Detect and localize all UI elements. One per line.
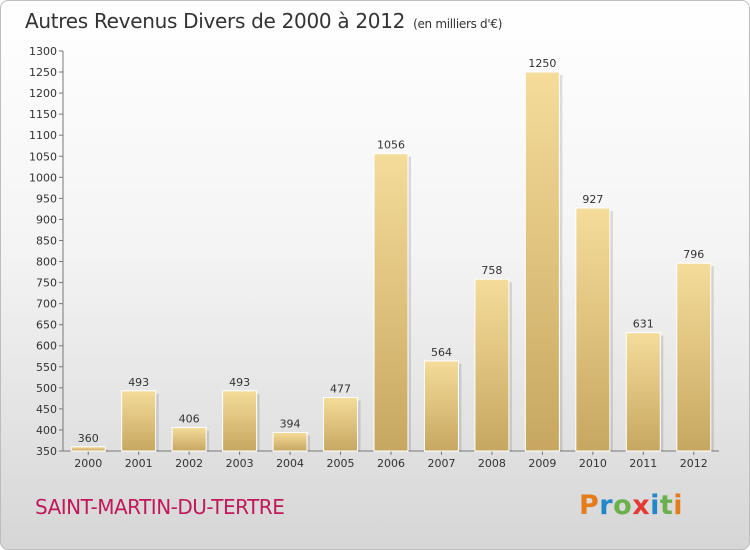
bar-2010 [575, 207, 611, 452]
bar-2009 [524, 71, 560, 452]
chart-title: Autres Revenus Divers de 2000 à 2012 (en … [25, 9, 502, 33]
bar-2006 [373, 153, 409, 452]
bar-2008 [474, 278, 510, 452]
logo-letter: t [659, 490, 674, 521]
bar-value-label: 1056 [377, 139, 405, 152]
logo-letter: P [579, 490, 600, 521]
bar-2012 [676, 262, 712, 452]
x-tick-label: 2009 [528, 457, 556, 470]
bar-value-label: 796 [683, 248, 704, 261]
y-tick-label: 1100 [29, 129, 57, 142]
y-tick-label: 900 [36, 213, 57, 226]
bar-2000 [70, 446, 106, 452]
x-tick-label: 2012 [680, 457, 708, 470]
y-tick-label: 1200 [29, 87, 57, 100]
x-tick-label: 2010 [579, 457, 607, 470]
y-tick-label: 450 [36, 403, 57, 416]
y-tick-label: 1050 [29, 150, 57, 163]
commune-name: SAINT-MARTIN-DU-TERTRE [35, 495, 285, 519]
chart-subtitle: (en milliers d'€) [413, 17, 503, 31]
y-tick-label: 750 [36, 277, 57, 290]
x-tick-label: 2006 [377, 457, 405, 470]
y-tick-label: 350 [36, 445, 57, 458]
bar-2003 [222, 390, 258, 452]
x-tick-label: 2005 [327, 457, 355, 470]
bar-2004 [272, 431, 308, 452]
y-tick-label: 700 [36, 298, 57, 311]
bar-2001 [121, 390, 157, 452]
bar-value-label: 631 [633, 318, 654, 331]
bar-value-label: 927 [582, 193, 603, 206]
y-tick-label: 950 [36, 192, 57, 205]
x-tick-label: 2011 [629, 457, 657, 470]
bar-2011 [625, 332, 661, 452]
y-tick-label: 600 [36, 340, 57, 353]
bar-value-label: 564 [431, 346, 452, 359]
x-tick-label: 2003 [226, 457, 254, 470]
logo-letter: i [673, 490, 684, 521]
bar-2002 [171, 426, 207, 452]
y-tick-label: 1250 [29, 66, 57, 79]
bar-value-label: 477 [330, 383, 351, 396]
logo-letter: r [599, 490, 614, 521]
y-tick-label: 1150 [29, 108, 57, 121]
x-tick-label: 2001 [125, 457, 153, 470]
y-tick-label: 1300 [29, 45, 57, 58]
y-tick-label: 650 [36, 319, 57, 332]
y-tick-label: 850 [36, 234, 57, 247]
bar-value-label: 1250 [528, 57, 556, 70]
logo-letter: x [632, 490, 651, 521]
bar-value-label: 758 [481, 264, 502, 277]
bar-2005 [323, 397, 359, 452]
bar-value-label: 406 [179, 412, 200, 425]
y-tick-label: 800 [36, 256, 57, 269]
bar-2007 [423, 360, 459, 452]
bar-value-label: 394 [280, 417, 301, 430]
x-tick-label: 2007 [427, 457, 455, 470]
logo-letter: i [650, 490, 660, 521]
x-tick-label: 2008 [478, 457, 506, 470]
bar-value-label: 493 [229, 376, 250, 389]
x-tick-label: 2000 [74, 457, 102, 470]
proxiti-logo[interactable]: Proxiti [579, 490, 683, 521]
x-tick-label: 2004 [276, 457, 304, 470]
bar-chart: 350 400 450 500 550 600 650 700 750 800 850 900 950 1… [29, 45, 719, 470]
bar-value-label: 360 [78, 432, 99, 445]
y-tick-label: 500 [36, 382, 57, 395]
y-tick-label: 400 [36, 424, 57, 437]
logo-letter: o [613, 490, 633, 521]
chart-title-text: Autres Revenus Divers de 2000 à 2012 [25, 9, 406, 33]
y-tick-label: 1000 [29, 171, 57, 184]
bar-value-label: 493 [128, 376, 149, 389]
y-tick-label: 550 [36, 361, 57, 374]
x-tick-label: 2002 [175, 457, 203, 470]
